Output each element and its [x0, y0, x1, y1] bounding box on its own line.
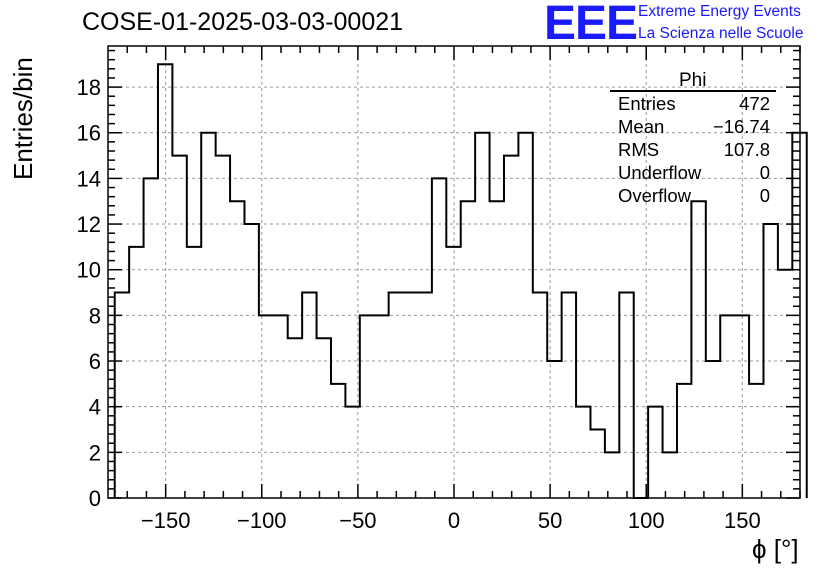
- x-tick-label: 0: [448, 508, 460, 533]
- y-tick-label: 12: [77, 212, 101, 237]
- histogram-series-line: [113, 63, 808, 499]
- y-tick-label: 10: [77, 258, 101, 283]
- stats-value: 107.8: [723, 139, 770, 160]
- x-tick-label: −100: [237, 508, 287, 533]
- y-tick-label: 2: [89, 440, 101, 465]
- axis-ticks: [108, 46, 801, 499]
- y-tick-label: 0: [89, 486, 101, 511]
- stats-divider: [610, 90, 776, 92]
- y-tick-label: 8: [89, 303, 101, 328]
- stats-value: 472: [739, 93, 770, 114]
- stats-value: 0: [759, 162, 770, 183]
- chart-title: COSE-01-2025-03-03-00021: [82, 8, 404, 36]
- logo-line-1: Extreme Energy Events: [638, 3, 801, 20]
- y-tick-label: 16: [77, 121, 101, 146]
- stats-value: 0: [759, 185, 770, 206]
- x-tick-label: −50: [339, 508, 376, 533]
- stats-label: Entries: [618, 93, 676, 114]
- y-tick-label: 4: [89, 395, 101, 420]
- stats-label: Underflow: [618, 162, 702, 183]
- y-tick-label: 6: [89, 349, 101, 374]
- grid-lines: [108, 46, 800, 498]
- logo-line-2: La Scienza nelle Scuole: [638, 25, 804, 42]
- stats-label: Overflow: [618, 185, 691, 206]
- x-tick-label: 100: [628, 508, 665, 533]
- x-tick-label: 50: [538, 508, 562, 533]
- x-axis-label: ϕ [°]: [752, 534, 799, 564]
- eee-logo: EEE: [544, 0, 638, 50]
- x-tick-label: 150: [724, 508, 761, 533]
- stats-title: Phi: [679, 70, 707, 91]
- y-axis-label: Entries/bin: [8, 57, 38, 180]
- stats-label: RMS: [618, 139, 660, 160]
- stats-label: Mean: [618, 116, 665, 137]
- y-tick-label: 18: [77, 75, 101, 100]
- x-tick-label: −150: [141, 508, 191, 533]
- y-tick-label: 14: [77, 166, 101, 191]
- axis-tick-labels: −150 −100 −50 0 50 100 150 0 2 4 6 8 10 12 14 16 18: [77, 75, 761, 533]
- stats-value: −16.74: [712, 116, 770, 137]
